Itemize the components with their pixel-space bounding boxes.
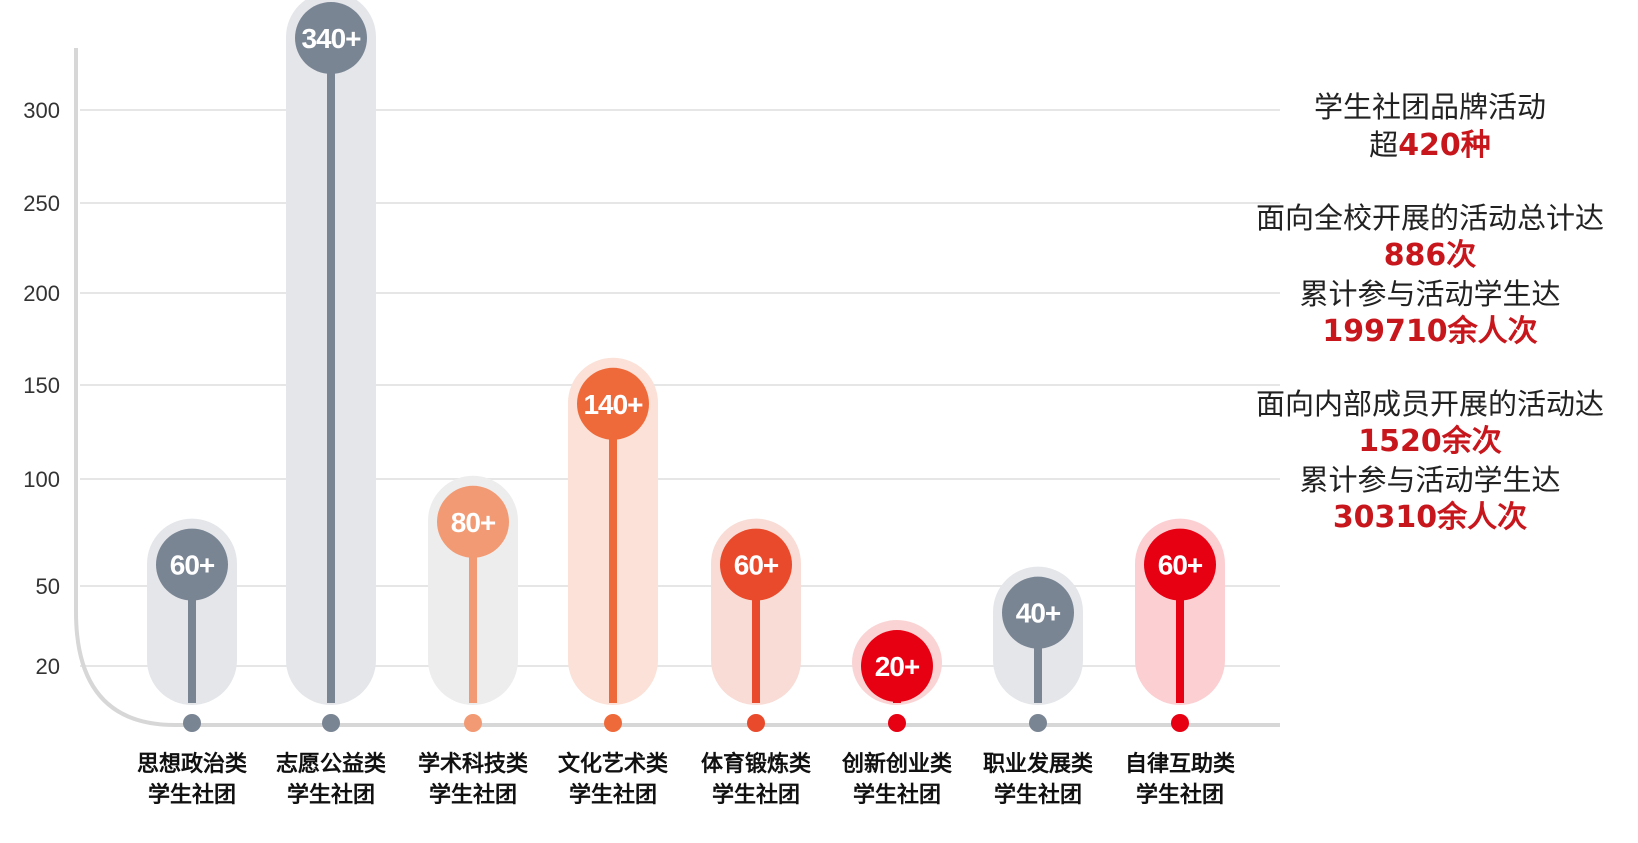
category-label: 体育锻炼类: [701, 751, 812, 777]
category-sublabel: 学生社团: [287, 782, 375, 808]
school-activity-label: 面向全校开展的活动总计达: [1255, 201, 1604, 235]
bar-value-marker: [1144, 528, 1216, 601]
category-label: 志愿公益类: [276, 751, 387, 777]
y-tick-label: 150: [23, 373, 60, 398]
bar-value-label: 80+: [451, 507, 496, 538]
axis-dot: [1171, 714, 1189, 732]
bar-7: 40+: [993, 566, 1083, 732]
bar-1: 60+: [147, 518, 237, 732]
brand-activity-stat: 学生社团品牌活动 超420种: [1230, 88, 1630, 165]
bar-value-marker: [156, 528, 228, 601]
internal-people-value: 30310余人次: [1332, 500, 1528, 535]
bar-value-label: 20+: [875, 651, 920, 682]
bar-value-marker: [295, 2, 367, 74]
chart-axis-frame: [74, 48, 1280, 727]
bar-stem: [609, 403, 617, 703]
school-activity-value: 886次: [1383, 238, 1477, 273]
category-label: 思想政治类: [137, 751, 248, 777]
bar-value-label: 60+: [1158, 550, 1203, 581]
bar-value-marker: [720, 528, 792, 601]
bar-value-label: 40+: [1016, 598, 1061, 629]
category-sublabel: 学生社团: [994, 782, 1082, 808]
category-sublabel: 学生社团: [712, 782, 800, 808]
bar-stem: [469, 521, 477, 703]
category-label: 文化艺术类: [558, 751, 669, 777]
axis-dot: [183, 714, 201, 732]
bar-3: 80+: [428, 475, 518, 732]
category-label: 自律互助类: [1125, 751, 1236, 777]
internal-activity-stat: 面向内部成员开展的活动达 1520余次 累计参与活动学生达 30310余人次: [1230, 385, 1630, 537]
school-people-value: 199710余人次: [1322, 314, 1538, 349]
bar-value-marker: [861, 630, 933, 702]
bar-stem: [752, 564, 760, 703]
bar-stem: [1176, 564, 1184, 703]
category-sublabel: 学生社团: [569, 782, 657, 808]
axis-dot: [747, 714, 765, 732]
internal-activity-value: 1520余次: [1358, 424, 1502, 459]
bar-8: 60+: [1135, 518, 1225, 732]
y-tick-label: 250: [23, 191, 60, 216]
grid-lines: [80, 109, 1280, 667]
y-tick-label: 20: [36, 654, 60, 679]
y-tick-label: 100: [23, 467, 60, 492]
bar-value-marker: [437, 485, 509, 558]
axis-dot: [604, 714, 622, 732]
category-sublabel: 学生社团: [429, 782, 517, 808]
category-label: 学术科技类: [418, 751, 529, 777]
axis-dot: [464, 714, 482, 732]
bar-value-label: 60+: [734, 550, 779, 581]
bar-2: 340+: [286, 0, 376, 732]
stats-panel: 学生社团品牌活动 超420种 面向全校开展的活动总计达 886次 累计参与活动学…: [1230, 88, 1630, 571]
bar-value-label: 140+: [583, 389, 643, 420]
brand-activity-label: 学生社团品牌活动: [1313, 90, 1546, 124]
axis-dot: [1029, 714, 1047, 732]
axis-dot: [888, 714, 906, 732]
category-sublabel: 学生社团: [1136, 782, 1224, 808]
y-tick-label: 200: [23, 281, 60, 306]
category-label: 创新创业类: [841, 751, 953, 777]
brand-prefix: 超: [1369, 128, 1399, 162]
school-people-label: 累计参与活动学生达: [1299, 277, 1561, 311]
bar-value-marker: [1002, 576, 1074, 649]
bar-stem: [188, 564, 196, 703]
bar-stem: [1034, 612, 1042, 703]
internal-activity-label: 面向内部成员开展的活动达: [1255, 387, 1604, 421]
school-activity-stat: 面向全校开展的活动总计达 886次 累计参与活动学生达 199710余人次: [1230, 199, 1630, 351]
bar-stem: [327, 38, 335, 703]
brand-activity-count: 超420种: [1230, 126, 1630, 165]
axis-dot: [322, 714, 340, 732]
bar-5: 60+: [711, 518, 801, 732]
bar-value-marker: [577, 367, 649, 440]
y-axis-ticks: 20 50 100 150 200 250 300: [23, 98, 60, 679]
category-label: 职业发展类: [983, 751, 1094, 777]
y-tick-label: 50: [36, 574, 60, 599]
bars: 60+ 340+ 80+ 140+ 60+ 20+ 40+ 60+: [147, 0, 1225, 732]
bar-6: 20+: [852, 620, 942, 732]
bar-value-label: 340+: [301, 23, 361, 54]
bar-value-label: 60+: [170, 550, 215, 581]
internal-people-label: 累计参与活动学生达: [1299, 463, 1561, 497]
category-sublabel: 学生社团: [853, 782, 941, 808]
brand-value: 420种: [1398, 128, 1491, 163]
category-sublabel: 学生社团: [148, 782, 236, 808]
bar-4: 140+: [568, 357, 658, 732]
y-tick-label: 300: [23, 98, 60, 123]
